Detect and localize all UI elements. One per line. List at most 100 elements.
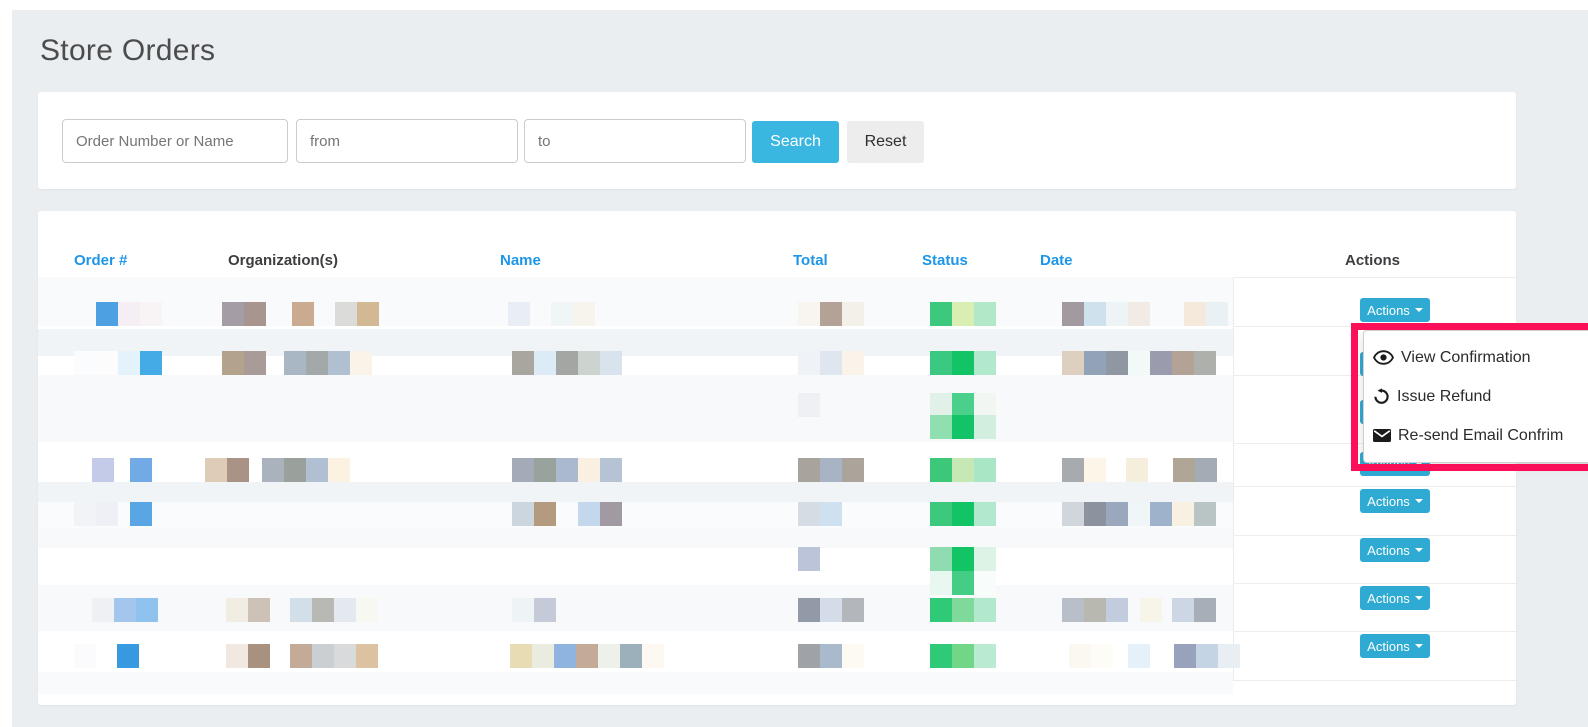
redaction-block [600,351,622,375]
redaction-block [1172,351,1194,375]
redaction-block [1084,302,1106,326]
actions-button[interactable]: Actions [1360,634,1430,658]
redaction-block [842,302,864,326]
redaction-block [576,644,598,668]
redaction-block [952,598,974,622]
redaction-block [798,351,820,375]
redaction-block [532,644,554,668]
date-to-input[interactable] [524,119,746,163]
actions-button[interactable]: Actions [1360,489,1430,513]
redaction-block [96,351,118,375]
order-search-input[interactable] [62,119,288,163]
redaction-block [118,302,140,326]
redaction-block [974,502,996,526]
caret-down-icon [1414,644,1423,648]
redaction-block [1196,644,1218,668]
redaction-block [508,302,530,326]
redaction-block [512,351,534,375]
redaction-block [598,644,620,668]
eye-icon [1373,350,1394,365]
redaction-block [952,571,974,595]
redaction-block [205,458,227,482]
caret-down-icon [1414,499,1423,503]
redaction-block [974,393,996,417]
date-from-input[interactable] [296,119,518,163]
redaction-block [356,644,378,668]
redaction-block [328,351,350,375]
redaction-block [248,644,270,668]
redaction-block [930,571,952,595]
row-divider [1233,277,1516,278]
redaction-block [974,571,996,595]
redaction-block [1194,351,1216,375]
redaction-block [118,351,140,375]
redaction-block [1184,302,1206,326]
table-row-stripe [38,375,1233,442]
redaction-block [952,393,974,417]
column-header-date[interactable]: Date [1040,252,1073,269]
redaction-block [534,458,556,482]
column-header-order[interactable]: Order # [74,252,128,269]
actions-button-label: Actions [1367,302,1410,318]
redaction-block [930,598,952,622]
redaction-block [136,598,158,622]
actions-button[interactable]: Actions [1360,538,1430,562]
menu-item-re-send-email-confrim[interactable]: Re-send Email Confrim [1364,416,1588,455]
redaction-block [1062,302,1084,326]
row-divider [1233,631,1516,632]
column-header-organization-s: Organization(s) [228,252,339,269]
redaction-block [1084,351,1106,375]
actions-button-label: Actions [1367,590,1410,606]
redaction-block [1173,458,1195,482]
redaction-block [974,351,996,375]
actions-button[interactable]: Actions [1360,586,1430,610]
redaction-block [952,351,974,375]
redaction-block [952,302,974,326]
redaction-block [952,644,974,668]
redaction-block [1194,598,1216,622]
redaction-block [952,502,974,526]
redaction-block [130,502,152,526]
redaction-block [930,644,952,668]
redaction-block [1106,302,1128,326]
redaction-block [284,458,306,482]
redaction-block [512,502,534,526]
redaction-block [842,598,864,622]
redaction-block [930,547,952,571]
menu-item-view-confirmation[interactable]: View Confirmation [1364,338,1588,377]
redaction-block [510,644,532,668]
redaction-block [930,393,952,417]
redaction-block [222,351,244,375]
redaction-block [798,502,820,526]
table-row-stripe [38,482,1233,502]
redaction-block [578,458,600,482]
menu-item-label: Re-send Email Confrim [1398,426,1564,444]
column-header-status[interactable]: Status [922,252,968,269]
redaction-block [244,302,266,326]
redaction-block [600,502,622,526]
redaction-block [140,351,162,375]
redaction-block [226,644,248,668]
redaction-block [952,547,974,571]
redaction-block [334,644,356,668]
redaction-block [974,458,996,482]
redaction-block [556,458,578,482]
redaction-block [820,351,842,375]
row-divider [1233,535,1516,536]
menu-item-label: Issue Refund [1397,387,1492,405]
column-header-name[interactable]: Name [500,252,541,269]
redaction-block [312,598,334,622]
redaction-block [96,302,118,326]
reset-button[interactable]: Reset [847,121,924,163]
column-header-total[interactable]: Total [793,252,828,269]
column-header-actions: Actions [1345,252,1401,269]
actions-button[interactable]: Actions [1360,298,1430,322]
redaction-block [556,351,578,375]
menu-item-issue-refund[interactable]: Issue Refund [1364,377,1588,416]
redaction-block [930,351,952,375]
caret-down-icon [1414,596,1423,600]
undo-icon [1373,388,1390,405]
caret-down-icon [1414,548,1423,552]
table-row-stripe [38,528,1233,548]
search-button[interactable]: Search [752,121,839,163]
